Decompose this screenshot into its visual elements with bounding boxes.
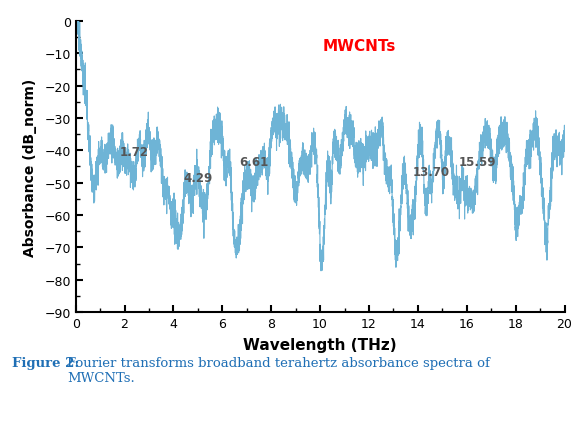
Y-axis label: Absorbance (dB_norm): Absorbance (dB_norm) bbox=[23, 78, 37, 256]
Text: MWCNTs: MWCNTs bbox=[322, 39, 396, 54]
Text: Fourier transforms broadband terahertz absorbance spectra of
MWCNTs.: Fourier transforms broadband terahertz a… bbox=[67, 356, 490, 384]
Text: 13.70: 13.70 bbox=[413, 165, 450, 178]
Text: 4.29: 4.29 bbox=[183, 172, 212, 185]
Text: 15.59: 15.59 bbox=[459, 156, 496, 169]
Text: 6.61: 6.61 bbox=[240, 156, 269, 169]
Text: Figure 2:: Figure 2: bbox=[12, 356, 84, 369]
Text: 1.72: 1.72 bbox=[120, 146, 149, 159]
X-axis label: Wavelength (THz): Wavelength (THz) bbox=[243, 337, 397, 352]
